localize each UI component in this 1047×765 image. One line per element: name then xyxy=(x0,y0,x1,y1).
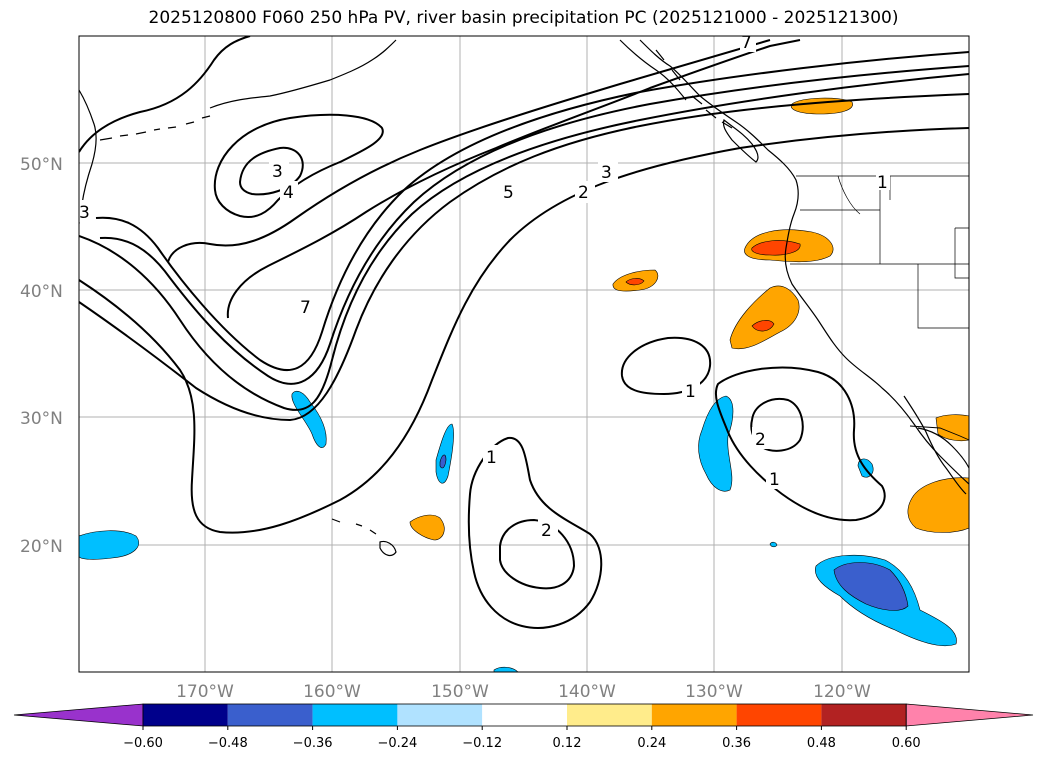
pv-contour-outer-1 xyxy=(79,127,969,534)
pv-contour-4 xyxy=(238,146,304,196)
precip-positive-area xyxy=(935,414,969,442)
alaska-panhandle xyxy=(619,39,733,129)
colorbar-tick-label: −0.12 xyxy=(462,736,502,751)
pv-contour-3-inner xyxy=(213,113,384,218)
lon-label: 140°W xyxy=(558,682,616,702)
precip-positive-area xyxy=(409,514,445,541)
precip-strong-area xyxy=(751,320,775,332)
map-frame xyxy=(78,35,970,673)
gulf-of-california xyxy=(917,427,969,469)
precip-negative-area xyxy=(698,395,734,492)
lon-label: 160°W xyxy=(303,682,361,702)
graticule xyxy=(79,36,969,672)
lat-label: 50°N xyxy=(20,155,63,175)
pv-contour-3-band xyxy=(95,51,969,371)
colorbar-segment xyxy=(651,704,737,726)
precip-negative-area xyxy=(769,541,778,548)
lon-label: 150°W xyxy=(431,682,489,702)
colorbar-segment xyxy=(567,704,652,726)
contour-label: 4 xyxy=(283,183,294,203)
precip-strong-negative-area xyxy=(833,562,909,611)
north-america-coast xyxy=(639,39,969,485)
pv-contour-1-se xyxy=(714,366,886,522)
precip-negative-area xyxy=(79,530,140,560)
pv-contour-7-outer xyxy=(167,39,771,263)
colorbar-extend-max xyxy=(905,703,1034,727)
precip-positive-area xyxy=(907,477,969,533)
aleutian-islands xyxy=(99,115,211,141)
colorbar-tick-label: 0.36 xyxy=(722,736,751,751)
colorbar-segment xyxy=(736,704,822,726)
precip-strong-area xyxy=(751,240,801,256)
colorbar-tick-label: 0.12 xyxy=(553,736,582,751)
colorbar: −0.60 −0.48 −0.36 −0.24 −0.12 0.12 0.24 0.36 0.4… xyxy=(13,703,1034,751)
pv-contour-1-south xyxy=(467,436,603,629)
colorbar-segment xyxy=(227,704,313,726)
contour-label: 2 xyxy=(755,430,766,450)
precip-strong-area xyxy=(625,278,645,286)
contour-labels: 3 4 7 5 2 3 1 2 1 1 2 3 7 1 xyxy=(79,33,890,541)
hawaii-islands xyxy=(331,518,397,557)
contour-label: 2 xyxy=(578,183,589,203)
contour-label: 1 xyxy=(769,470,780,490)
pv-contour-7 xyxy=(226,39,801,319)
lon-label: 130°W xyxy=(685,682,743,702)
contour-label: 1 xyxy=(486,448,497,468)
colorbar-tick-label: 0.60 xyxy=(892,736,921,751)
mexico-border xyxy=(909,425,969,441)
map-title: 2025120800 F060 250 hPa PV, river basin … xyxy=(148,8,899,28)
coastlines xyxy=(79,39,969,557)
contour-label: 2 xyxy=(541,521,552,541)
colorbar-tick-label: −0.36 xyxy=(293,736,333,751)
lat-label: 30°N xyxy=(20,409,63,429)
vancouver-island xyxy=(722,118,759,163)
precip-shading xyxy=(79,97,969,672)
pv-contours xyxy=(79,36,969,629)
baja-peninsula xyxy=(903,395,967,495)
precip-strong-negative-area xyxy=(439,454,447,469)
lat-label: 40°N xyxy=(20,282,63,302)
colorbar-tick-label: 0.24 xyxy=(637,736,666,751)
contour-label: 3 xyxy=(79,203,90,223)
lon-label: 120°W xyxy=(813,682,871,702)
contour-label: 3 xyxy=(601,163,612,183)
latitude-labels: 50°N 40°N 30°N 20°N xyxy=(20,155,63,557)
lon-label: 170°W xyxy=(176,682,234,702)
pv-contour-2 xyxy=(79,73,969,411)
colorbar-tick-label: 0.48 xyxy=(807,736,836,751)
colorbar-tick-label: −0.24 xyxy=(377,736,417,751)
colorbar-segment xyxy=(821,704,907,726)
pv-contour-5 xyxy=(79,93,969,422)
precip-positive-area xyxy=(729,285,800,350)
pv-contour-3-band-b xyxy=(99,65,969,385)
contour-label: 1 xyxy=(877,173,888,193)
contour-label: 7 xyxy=(300,298,311,318)
pv-contour-2-south xyxy=(499,518,576,590)
longitude-labels: 170°W 160°W 150°W 140°W 130°W 120°W xyxy=(176,682,871,702)
colorbar-segment xyxy=(312,704,398,726)
contour-label: 7 xyxy=(741,33,752,53)
colorbar-tick-label: −0.60 xyxy=(123,736,163,751)
pv-contour-1-east xyxy=(620,336,712,396)
alaska-coast xyxy=(209,39,397,109)
contour-label: 3 xyxy=(272,162,283,182)
precip-negative-area xyxy=(291,390,327,448)
contour-label: 5 xyxy=(503,183,514,203)
precip-negative-area xyxy=(435,423,454,484)
colorbar-segment xyxy=(482,704,567,726)
precip-negative-area xyxy=(493,666,519,672)
colorbar-segment xyxy=(143,704,228,726)
colorbar-segment xyxy=(397,704,483,726)
colorbar-outline xyxy=(142,703,907,727)
lat-label: 20°N xyxy=(20,537,63,557)
contour-label: 1 xyxy=(685,382,696,402)
colorbar-extend-min xyxy=(13,703,144,727)
colorbar-tick-label: −0.48 xyxy=(208,736,248,751)
pv-contour-west-loop xyxy=(79,36,251,153)
